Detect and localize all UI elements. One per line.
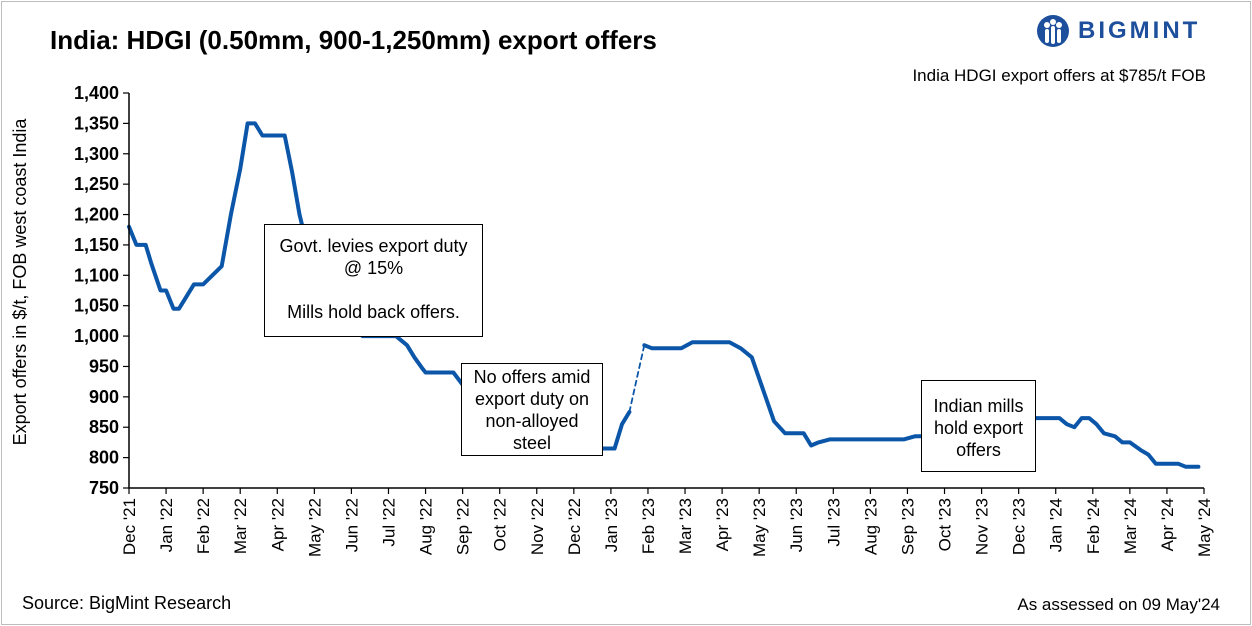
x-tick-label: Jan '23	[602, 498, 621, 552]
x-tick-label: Oct '23	[936, 498, 955, 551]
no-offers-line1: No offers amid	[473, 367, 591, 387]
mills-hold-annotation: Indian mills hold export offers	[921, 380, 1036, 472]
x-tick-label: Nov '22	[528, 498, 547, 555]
x-tick-label: Sep '22	[454, 498, 473, 555]
x-tick-label: Nov '23	[973, 498, 992, 555]
export-duty-line1: Govt. levies export duty	[279, 236, 468, 256]
x-tick-label: Mar '22	[231, 498, 250, 554]
x-tick-label: May '22	[305, 498, 324, 557]
x-tick-label: Jul '22	[379, 498, 398, 547]
export-duty-line3: Mills hold back offers.	[287, 302, 460, 322]
x-tick-label: Aug '23	[861, 498, 880, 555]
x-tick-label: May '24	[1195, 498, 1214, 557]
bigmint-logo: BIGMINT	[1036, 14, 1200, 48]
x-tick-label: Jun '23	[787, 498, 806, 552]
bigmint-logo-icon	[1037, 15, 1069, 47]
x-tick-label: Mar '24	[1121, 498, 1140, 554]
mills-hold-line2: hold export	[933, 418, 1024, 438]
mills-hold-line1: Indian mills	[933, 396, 1024, 416]
x-tick-label: Dec '22	[565, 498, 584, 555]
x-tick-label: Mar '23	[676, 498, 695, 554]
y-axis-label: Export offers in $/t, FOB west coast Ind…	[10, 118, 30, 446]
x-tick-label: Feb '24	[1084, 498, 1103, 554]
y-tick-label: 1,350	[74, 113, 119, 133]
x-tick-label: May '23	[750, 498, 769, 557]
x-tick-label: Jan '24	[1047, 498, 1066, 552]
y-tick-label: 800	[89, 448, 119, 468]
x-tick-label: Apr '22	[268, 498, 287, 551]
y-tick-label: 1,200	[74, 205, 119, 225]
chart-subtitle: India HDGI export offers at $785/t FOB	[912, 66, 1206, 85]
x-tick-label: Feb '23	[639, 498, 658, 554]
x-tick-label: Sep '23	[898, 498, 917, 555]
no-offers-line3: non-alloyed	[485, 411, 579, 431]
x-tick-label: Jan '22	[157, 498, 176, 552]
logo-text: BIGMINT	[1078, 17, 1201, 44]
y-tick-label: 900	[89, 387, 119, 407]
x-tick-label: Dec '21	[120, 498, 139, 555]
series-line-dashed	[628, 344, 646, 413]
x-tick-label: Oct '22	[491, 498, 510, 551]
x-tick-label: Jun '22	[342, 498, 361, 552]
x-tick-label: Dec '23	[1010, 498, 1029, 555]
x-tick-label: Feb '22	[194, 498, 213, 554]
y-tick-label: 1,100	[74, 265, 119, 285]
export-duty-line2: @ 15%	[343, 258, 404, 278]
export-duty-annotation: Govt. levies export duty @ 15% Mills hol…	[264, 224, 483, 337]
x-tick-label: Apr '23	[713, 498, 732, 551]
assessed-note: As assessed on 09 May'24	[1017, 595, 1220, 614]
y-tick-label: 750	[89, 478, 119, 498]
no-offers-line4: steel	[512, 433, 552, 453]
x-tick-label: Aug '22	[417, 498, 436, 555]
y-tick-label: 1,050	[74, 296, 119, 316]
mills-hold-line3: offers	[956, 440, 1001, 460]
y-tick-label: 1,150	[74, 235, 119, 255]
y-tick-label: 1,250	[74, 174, 119, 194]
y-tick-label: 1,400	[74, 83, 119, 103]
y-tick-label: 1,000	[74, 326, 119, 346]
source-note: Source: BigMint Research	[22, 593, 232, 613]
y-tick-label: 850	[89, 417, 119, 437]
y-tick-label: 950	[89, 356, 119, 376]
x-tick-label: Apr '24	[1158, 498, 1177, 551]
no-offers-annotation: No offers amid export duty on non-alloye…	[461, 363, 603, 456]
y-tick-label: 1,300	[74, 144, 119, 164]
chart-title: India: HDGI (0.50mm, 900-1,250mm) export…	[50, 25, 657, 55]
no-offers-line2: export duty on	[474, 389, 590, 409]
x-tick-label: Jul '23	[824, 498, 843, 547]
